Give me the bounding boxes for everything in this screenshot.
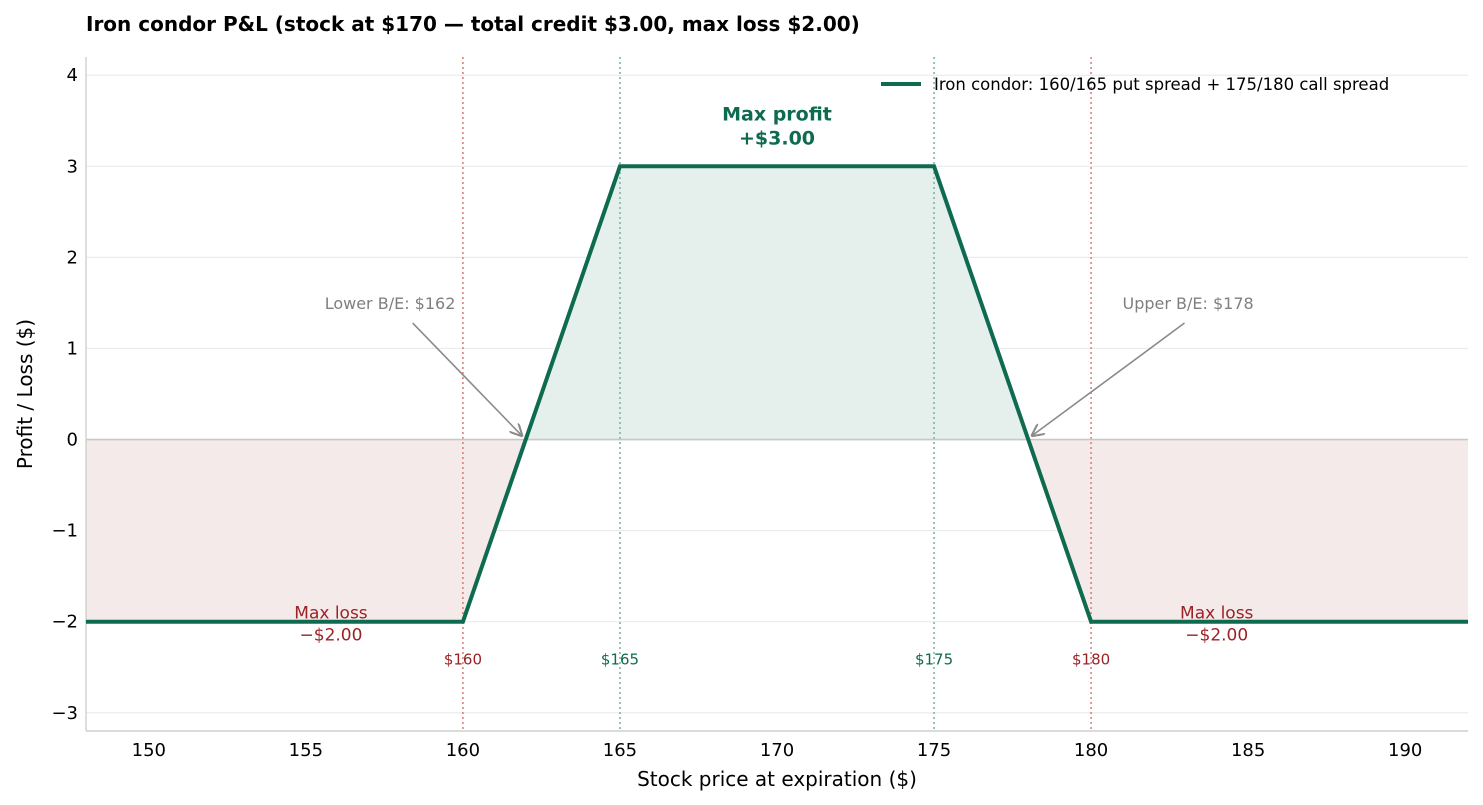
lower-breakeven-arrow xyxy=(412,322,522,436)
axes: 150 155 160 165 170 175 180 185 190 4 3 2 1 0 −1 −2 −3 St… xyxy=(13,57,1468,791)
x-tick-label: 180 xyxy=(1074,740,1108,761)
max-profit-value: +$3.00 xyxy=(739,127,815,149)
max-profit-label: Max profit xyxy=(722,103,832,125)
upper-breakeven-label: Upper B/E: $178 xyxy=(1123,294,1254,313)
x-tick-label: 160 xyxy=(446,740,480,761)
max-loss-right-label: Max loss xyxy=(1180,604,1254,624)
upper-breakeven-arrow xyxy=(1032,322,1185,436)
strike-label: $175 xyxy=(915,651,953,669)
profit-region xyxy=(525,166,1029,440)
y-tick-label: −3 xyxy=(51,703,78,724)
y-tick-label: 3 xyxy=(67,156,78,177)
chart-title: Iron condor P&L (stock at $170 — total c… xyxy=(86,12,860,36)
strike-label: $160 xyxy=(444,651,482,669)
y-axis-label: Profit / Loss ($) xyxy=(13,319,37,469)
y-tick-label: 4 xyxy=(67,65,78,86)
max-loss-left-value: −$2.00 xyxy=(300,626,363,646)
max-loss-right-value: −$2.00 xyxy=(1185,626,1248,646)
series-line xyxy=(86,164,1468,624)
y-tick-label: −2 xyxy=(51,612,78,633)
max-loss-left-label: Max loss xyxy=(294,604,368,624)
strike-lines: $160 $165 $175 $180 xyxy=(444,57,1110,731)
x-tick-label: 190 xyxy=(1388,740,1422,761)
x-axis-label: Stock price at expiration ($) xyxy=(637,767,917,791)
x-tick-label: 165 xyxy=(603,740,637,761)
y-tick-label: 1 xyxy=(67,338,78,359)
strike-label: $165 xyxy=(601,651,639,669)
y-tick-label: −1 xyxy=(51,521,78,542)
x-tick-label: 185 xyxy=(1231,740,1265,761)
strike-label: $180 xyxy=(1072,651,1110,669)
lower-breakeven-label: Lower B/E: $162 xyxy=(325,294,456,313)
y-tick-label: 2 xyxy=(67,247,78,268)
loss-region xyxy=(86,439,526,622)
loss-region xyxy=(1028,439,1468,622)
pnl-shading xyxy=(86,166,1468,622)
x-tick-label: 170 xyxy=(760,740,794,761)
y-tick-label: 0 xyxy=(67,430,78,451)
x-tick-label: 155 xyxy=(289,740,323,761)
legend-label: Iron condor: 160/165 put spread + 175/18… xyxy=(934,75,1389,94)
x-tick-label: 150 xyxy=(132,740,166,761)
series-lines xyxy=(86,164,1468,624)
x-tick-label: 175 xyxy=(917,740,951,761)
legend: Iron condor: 160/165 put spread + 175/18… xyxy=(881,75,1389,94)
